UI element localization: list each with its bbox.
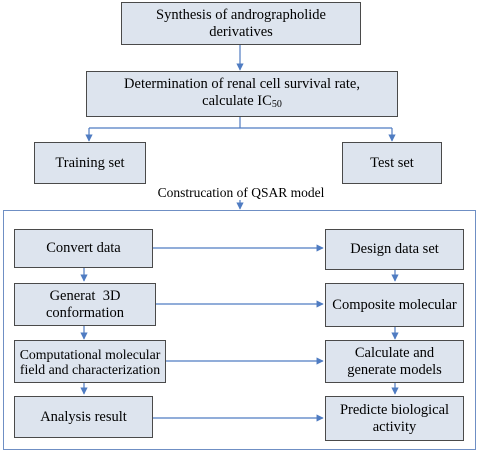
- qsar-model-frame: [3, 210, 476, 450]
- synthesis-box: Synthesis of andrographolide derivatives: [121, 2, 361, 45]
- analysis-result-label: Analysis result: [40, 408, 127, 425]
- qsar-caption: Construcation of QSAR model: [157, 185, 325, 200]
- determination-line2-wrap: calculate IC50: [202, 93, 282, 113]
- calculate-models-label: Calculate and generate models: [347, 344, 442, 378]
- training-set-box: Training set: [34, 142, 146, 184]
- generate-3d-label: Generat 3D conformation: [45, 287, 125, 321]
- convert-data-box: Convert data: [14, 229, 153, 268]
- determination-line2: calculate IC: [202, 92, 272, 109]
- ic50-subscript: 50: [271, 98, 282, 110]
- calculate-models-box: Calculate and generate models: [325, 340, 464, 383]
- composite-molecular-box: Composite molecular: [325, 283, 464, 327]
- convert-data-label: Convert data: [46, 240, 121, 256]
- computational-field-box: Computational molecular field and charac…: [14, 340, 166, 383]
- training-set-label: Training set: [55, 154, 125, 171]
- design-data-set-box: Design data set: [325, 229, 464, 270]
- test-set-box: Test set: [342, 142, 442, 184]
- synthesis-label: Synthesis of andrographolide derivatives: [156, 6, 326, 40]
- predicte-activity-label: Predicte biological activity: [339, 401, 450, 435]
- predicte-activity-box: Predicte biological activity: [325, 396, 464, 441]
- analysis-result-box: Analysis result: [14, 396, 153, 438]
- determination-line1: Determination of renal cell survival rat…: [124, 75, 360, 92]
- determination-box: Determination of renal cell survival rat…: [86, 71, 398, 117]
- test-set-label: Test set: [370, 154, 414, 171]
- generate-3d-box: Generat 3D conformation: [14, 283, 156, 326]
- composite-molecular-label: Composite molecular: [332, 296, 457, 313]
- design-data-set-label: Design data set: [350, 241, 439, 257]
- computational-field-label: Computational molecular field and charac…: [19, 346, 161, 377]
